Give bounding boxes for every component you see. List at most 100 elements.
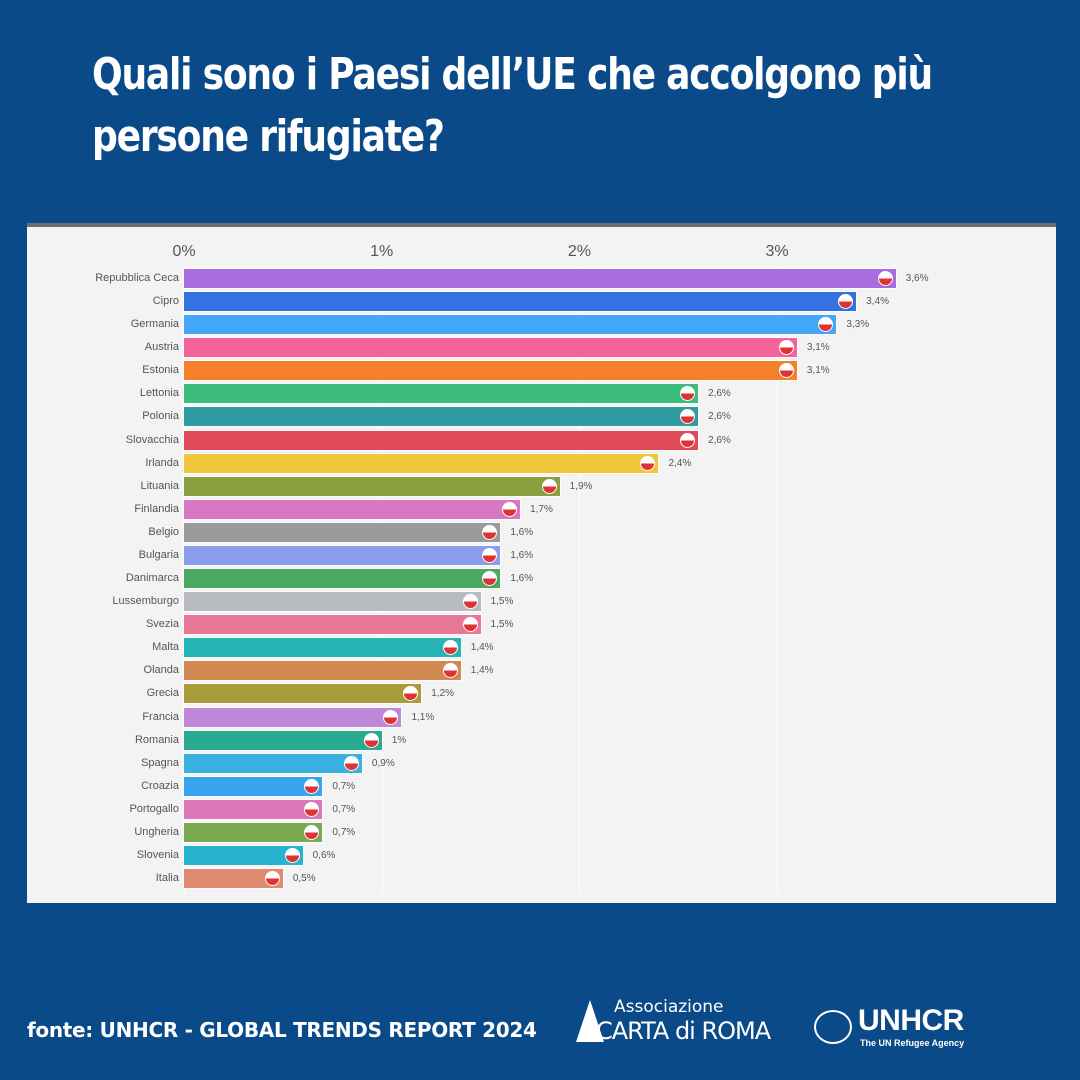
bar [184,292,857,312]
bar [184,822,323,842]
category-label: Finlandia [134,502,179,515]
flag-icon [778,363,794,379]
value-label: 1,9% [569,480,593,492]
bar [184,753,362,773]
category-label: Belgio [148,525,179,538]
flag-icon [304,801,320,817]
value-label: 3,1% [806,365,830,377]
bar [184,846,303,865]
flag-icon [462,617,478,633]
flag-icon [541,478,557,494]
flag-icon [383,709,399,725]
value-label: 0,9% [371,757,395,769]
value-label: 1,4% [470,665,494,677]
bar-row: Lituania 1,9% [27,476,1056,496]
bar [184,684,422,704]
flag-icon [482,524,498,540]
category-label: Portogallo [129,802,179,815]
value-label: 1% [391,734,407,746]
tower-icon [576,1000,604,1042]
flag-icon [838,294,854,310]
category-label: Polonia [142,410,179,423]
bar-row: Italia 0,5% [27,869,1056,889]
logo-text: The UN Refugee Agency [860,1038,965,1048]
flag-icon [442,640,458,656]
bar-row: Romania 1% [27,730,1056,750]
value-label: 2,6% [708,434,731,446]
bar-row: Estonia 3,1% [27,361,1056,381]
bar-row: Belgio 1,6% [27,522,1056,542]
logo-text: CARTA di ROMA [596,1017,771,1045]
x-tick-label: 0% [172,243,196,260]
flag-icon [680,409,696,425]
x-tick-label: 2% [567,243,591,260]
bar [184,615,481,635]
flag-icon [403,686,419,702]
category-label: Lituania [140,479,179,492]
bar-row: Olanda 1,4% [27,661,1056,681]
unhcr-emblem-icon [814,1010,852,1044]
bar [184,638,461,658]
value-label: 1,6% [510,573,534,585]
bar-row: Spagna 0,9% [27,753,1056,773]
value-label: 1,2% [431,688,455,700]
bar-row: Croazia 0,7% [27,776,1056,796]
value-label: 3,3% [846,319,870,331]
value-label: 3,6% [905,273,929,284]
value-label: 0,5% [292,873,316,885]
bar-row: Slovenia 0,6% [27,846,1056,865]
bar-row: Lettonia 2,6% [27,384,1056,404]
category-label: Estonia [142,364,179,377]
bar-chart: 0% 1% 2% 3% Repubblica Ceca 3,6% Cipro 3,4% Germ… [27,223,1056,903]
value-label: 1,7% [530,503,553,515]
category-label: Lettonia [139,387,179,400]
value-label: 1,6% [510,526,534,538]
flag-icon [640,455,656,471]
flag-icon [304,824,320,840]
flag-icon [680,386,696,402]
bar-row: Ungheria 0,7% [27,822,1056,842]
category-label: Olanda [143,664,179,677]
flag-icon [680,432,696,448]
value-label: 0,6% [312,850,336,861]
logo-text: Associazione [614,997,724,1017]
value-label: 0,7% [332,780,356,792]
gridline [777,267,779,893]
bar [184,776,323,796]
bar-row: Francia 1,1% [27,707,1056,727]
bar-row: Irlanda 2,4% [27,453,1056,473]
category-label: Spagna [141,756,179,769]
value-label: 0,7% [332,803,356,815]
value-label: 1,5% [490,619,514,631]
bar-row: Danimarca 1,6% [27,569,1056,589]
flag-icon [462,594,478,610]
category-label: Slovacchia [125,433,179,446]
bar [184,569,501,589]
bar-row: Repubblica Ceca 3,6% [27,269,1056,288]
value-label: 3,1% [806,342,830,354]
bar [184,707,402,727]
bar [184,384,699,404]
bar [184,315,837,335]
flag-icon [482,547,498,563]
flag-icon [502,501,518,517]
bar [184,869,283,889]
bar-row: Malta 1,4% [27,638,1056,658]
category-label: Malta [152,641,179,654]
bar-row: Germania 3,3% [27,315,1056,335]
value-label: 2,4% [668,457,692,469]
bar-row: Bulgaria 1,6% [27,545,1056,565]
bar [184,499,521,519]
bar-row: Polonia 2,6% [27,407,1056,427]
category-label: Austria [144,341,179,354]
bar [184,407,699,427]
category-label: Repubblica Ceca [95,272,179,284]
category-label: Croazia [141,779,179,792]
value-label: 1,6% [510,549,534,561]
bar [184,545,501,565]
bar [184,592,481,612]
category-label: Danimarca [125,572,179,585]
category-label: Romania [134,733,179,746]
bar [184,338,797,358]
source-note: fonte: UNHCR - GLOBAL TRENDS REPORT 2024 [27,1018,537,1042]
